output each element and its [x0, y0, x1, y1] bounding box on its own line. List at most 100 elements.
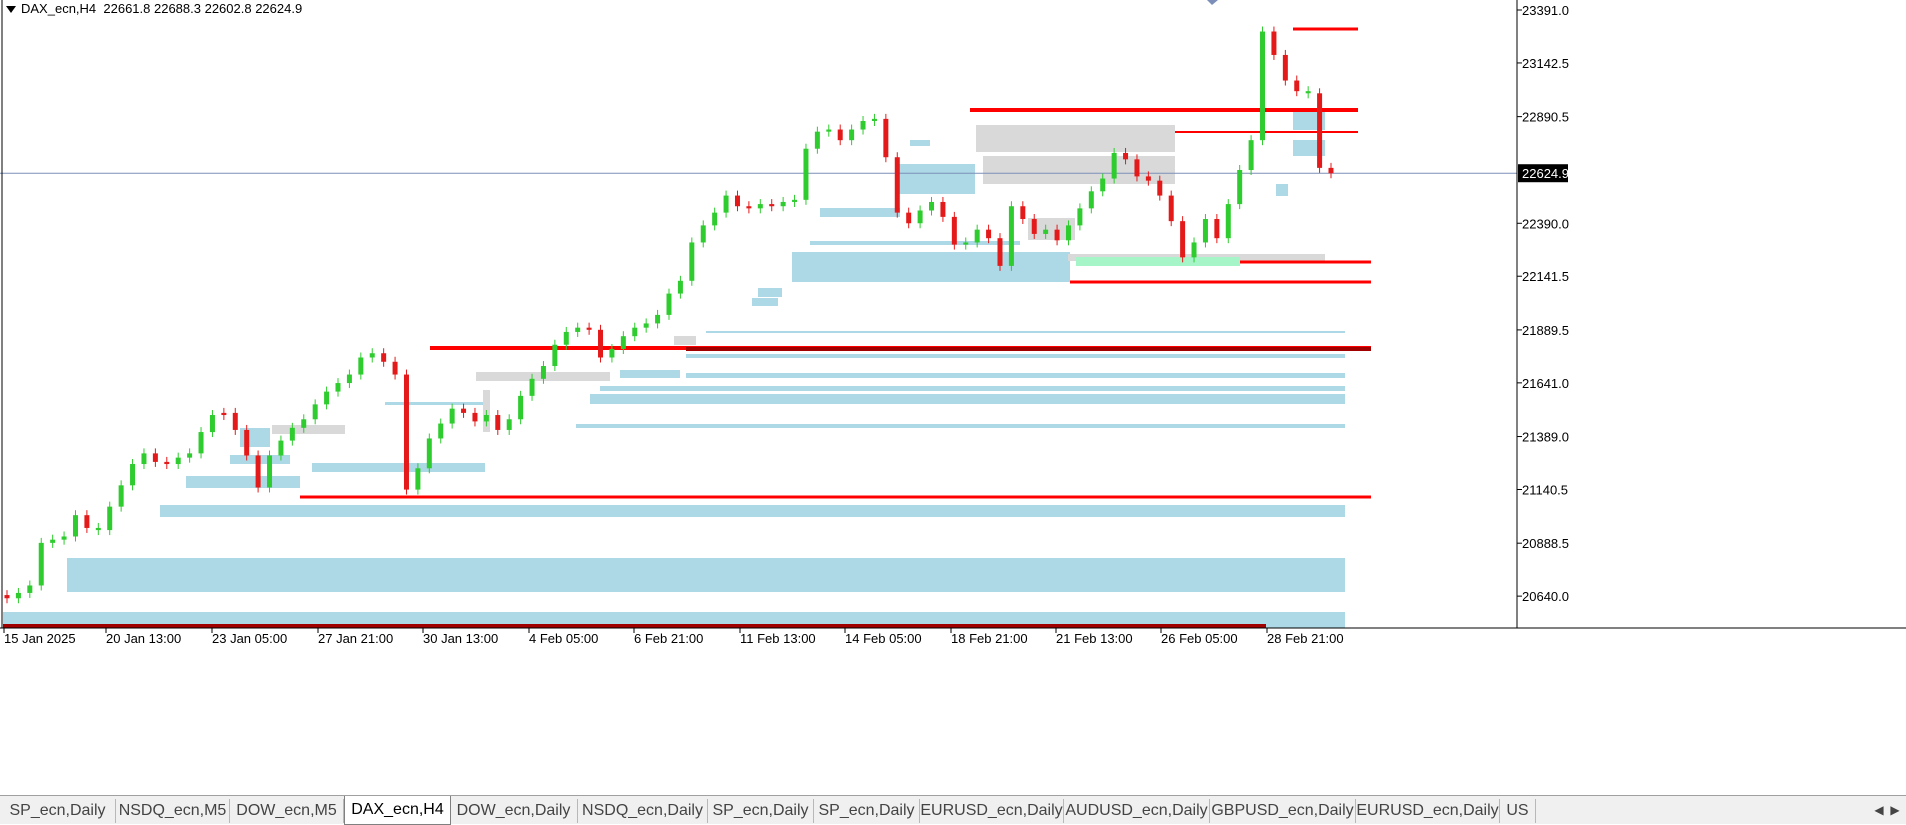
candle [335, 378, 341, 397]
candle-body [826, 129, 832, 132]
candle-body [632, 327, 638, 337]
candle-body [4, 595, 10, 599]
collapse-triangle-icon[interactable] [6, 6, 16, 14]
tab-scroll-left-icon[interactable]: ◀ [1874, 803, 1884, 817]
candle [1031, 214, 1037, 239]
tab-dax-ecn-h4[interactable]: DAX_ecn,H4 [344, 796, 451, 825]
zone-rect [686, 373, 1345, 378]
symbol-label: DAX_ecn,H4 [21, 1, 97, 16]
current-price-label: 22624.9 [1522, 166, 1569, 181]
candle-body [655, 314, 661, 324]
candle [1180, 216, 1186, 263]
candle [1202, 214, 1208, 248]
tab-nsdq-ecn-m5[interactable]: NSDQ_ecn,M5 [116, 799, 230, 823]
candle [689, 237, 695, 286]
candle [392, 356, 398, 380]
zone-rect [186, 476, 300, 488]
tab-dow-ecn-m5[interactable]: DOW_ecn,M5 [230, 799, 344, 823]
candle [1065, 220, 1071, 246]
candle [1100, 173, 1106, 197]
candle [472, 407, 478, 427]
tab-us[interactable]: US [1500, 799, 1536, 823]
candle-body [312, 404, 318, 420]
tab-dow-ecn-daily[interactable]: DOW_ecn,Daily [450, 799, 578, 823]
candle [130, 459, 136, 491]
candle [198, 427, 204, 459]
zone-rect [385, 402, 485, 405]
time-tick-label: 14 Feb 05:00 [845, 631, 922, 646]
candle [1020, 201, 1026, 225]
time-tick-label: 23 Jan 05:00 [212, 631, 287, 646]
candle [552, 339, 558, 372]
candle-body [15, 592, 21, 599]
candle-body [1031, 219, 1037, 234]
candle [803, 143, 809, 205]
candle-body [1202, 219, 1208, 243]
candle-body [529, 378, 535, 396]
tab-nsdq-ecn-daily[interactable]: NSDQ_ecn,Daily [578, 799, 708, 823]
candle [917, 205, 923, 229]
candle [1157, 175, 1163, 201]
candle-body [175, 457, 181, 465]
candle [289, 422, 295, 446]
candle [1008, 201, 1014, 271]
candle [107, 501, 113, 536]
candle [529, 373, 535, 401]
tab-sp-ecn-daily[interactable]: SP_ecn,Daily [0, 799, 116, 823]
candle-body [72, 515, 78, 537]
candle-body [461, 408, 467, 413]
time-tick-label: 6 Feb 21:00 [634, 631, 703, 646]
candle [72, 510, 78, 542]
candle-body [1065, 225, 1071, 241]
candle-body [118, 485, 124, 507]
candle [369, 348, 375, 363]
candle [1294, 75, 1300, 97]
price-chart[interactable]: 23391.0 23142.5 22890.5 22390.0 22141.5 21889… [0, 0, 1906, 795]
tab-eurusd-ecn-daily[interactable]: EURUSD_ecn,Daily [1356, 799, 1500, 823]
zone-rect [160, 505, 1345, 517]
candle [324, 386, 330, 410]
tab-eurusd-ecn-daily[interactable]: EURUSD_ecn,Daily [920, 799, 1064, 823]
candle [826, 124, 832, 137]
time-tick-label: 4 Feb 05:00 [529, 631, 598, 646]
candle-body [209, 415, 215, 433]
candle [734, 190, 740, 212]
zone-rect [312, 463, 485, 472]
chart-window[interactable]: 23391.0 23142.5 22890.5 22390.0 22141.5 21889… [0, 0, 1906, 795]
candle [997, 233, 1003, 271]
candle-body [38, 542, 44, 586]
candle-body [803, 148, 809, 200]
candle [209, 410, 215, 438]
candle [609, 343, 615, 363]
candle-body [221, 412, 227, 416]
tab-audusd-ecn-daily[interactable]: AUDUSD_ecn,Daily [1064, 799, 1210, 823]
candle-body [358, 357, 364, 375]
candle [495, 410, 501, 435]
tab-sp-ecn-daily[interactable]: SP_ecn,Daily [708, 799, 814, 823]
candle-body [1282, 54, 1288, 81]
candle-body [152, 453, 158, 462]
candle [620, 331, 626, 354]
tab-sp-ecn-daily[interactable]: SP_ecn,Daily [814, 799, 920, 823]
candle [757, 199, 763, 214]
candle-body [1271, 31, 1277, 55]
candle-body [506, 419, 512, 430]
price-tick-label: 22390.0 [1522, 216, 1569, 231]
candle-body [712, 212, 718, 226]
tab-scroll-right-icon[interactable]: ▶ [1890, 803, 1900, 817]
candle-body [1225, 204, 1231, 239]
candle-body [1020, 206, 1026, 220]
candle [929, 196, 935, 216]
candle [906, 207, 912, 229]
candle [95, 522, 101, 536]
candle-body [1260, 31, 1266, 141]
candle-body [369, 353, 375, 358]
tab-gbpusd-ecn-daily[interactable]: GBPUSD_ecn,Daily [1210, 799, 1356, 823]
candle [1282, 49, 1288, 86]
candle [232, 407, 238, 435]
chart-tab-bar: SP_ecn,Daily NSDQ_ecn,M5 DOW_ecn,M5 DAX_ecn… [0, 795, 1906, 825]
zone-rect [820, 208, 900, 217]
candle [1134, 154, 1140, 182]
scroll-marker-icon[interactable] [1207, 0, 1218, 5]
candle-body [849, 129, 855, 141]
